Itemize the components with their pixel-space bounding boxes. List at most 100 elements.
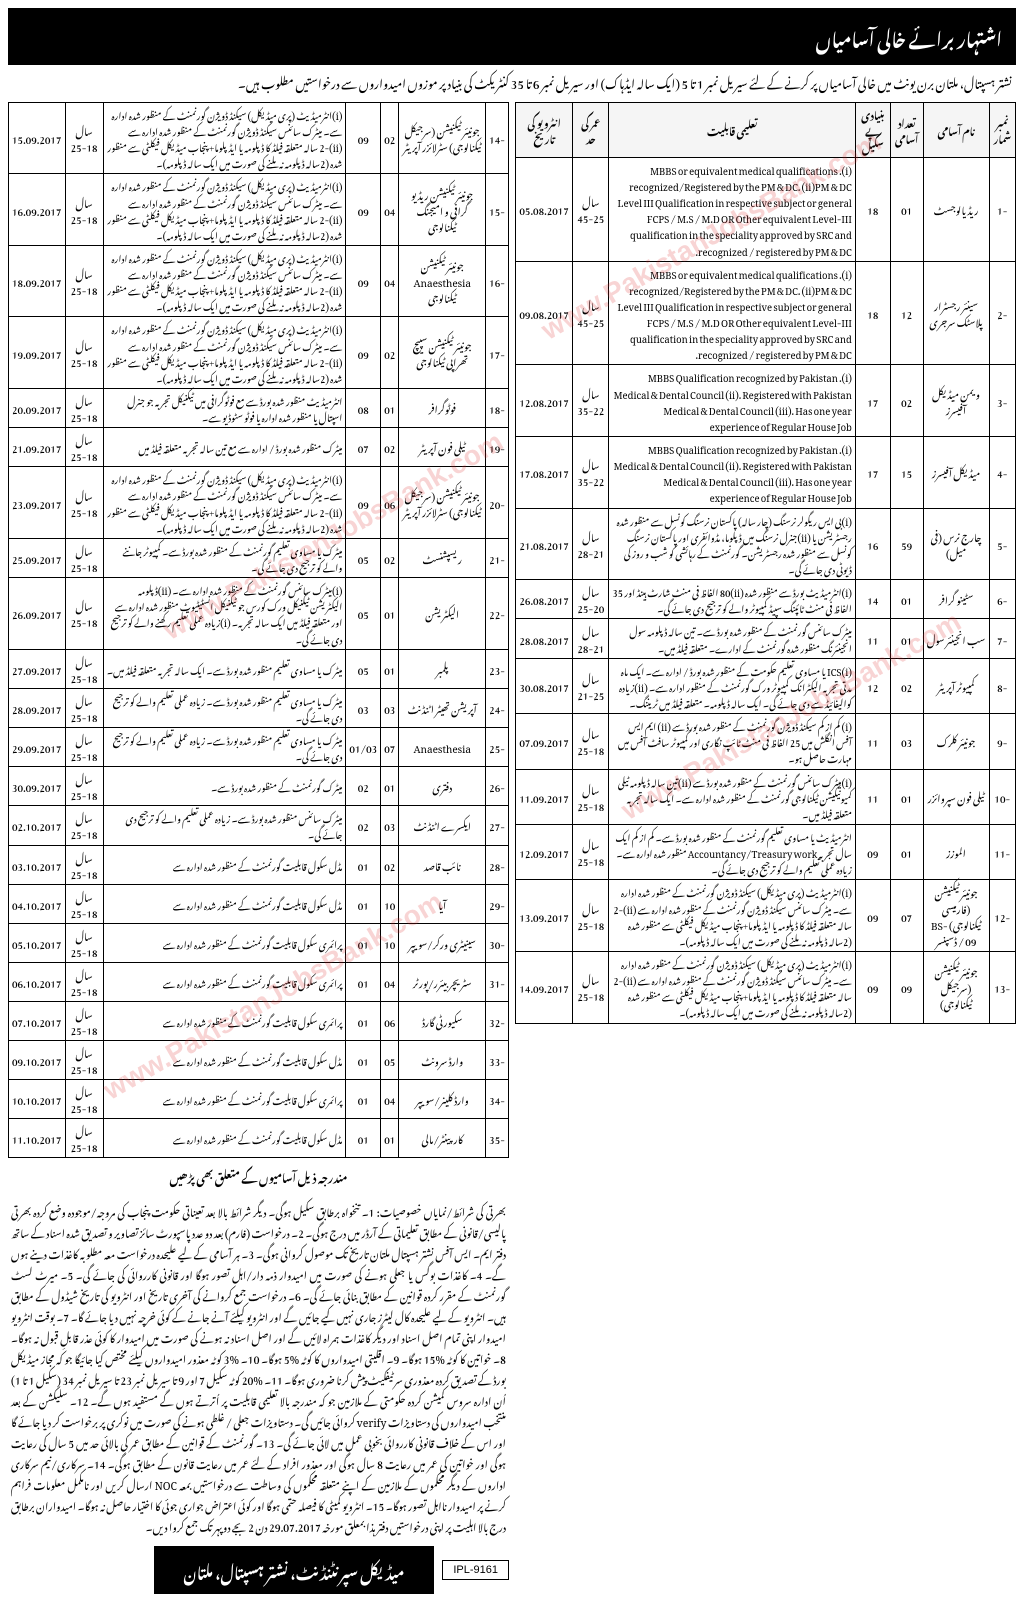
cell-post: جونیئر ٹیکنیشن (سرجیکل ٹیکنالوجی) سٹرلائ… xyxy=(399,467,486,539)
table-row: -22الیکٹریشن0105(i)میٹرک سائنس گورنمنٹ ک… xyxy=(9,578,509,650)
cell-n: 01 xyxy=(381,649,399,688)
cell-n: 01 xyxy=(890,157,923,261)
cell-n: 01 xyxy=(890,825,923,880)
cell-age: سال 18-25 xyxy=(65,845,103,884)
col-date: انٹرویو کی تاریخ xyxy=(516,102,573,157)
cell-post: چارج نرس (فی میل) xyxy=(923,508,989,580)
cell-post: ایکسرے اٹنڈنٹ xyxy=(399,806,486,845)
cell-bps: 12 xyxy=(855,658,890,713)
cell-sr: -26 xyxy=(486,767,509,806)
cell-date: 05.08.2017 xyxy=(516,157,573,261)
cell-age: سال 18-25 xyxy=(65,962,103,1001)
cell-bps: 01/03 xyxy=(346,728,381,767)
cell-age: سال 18-25 xyxy=(65,467,103,539)
cell-qual: (i)ICS یا مساوی تعلیم حکومت کے منظور شدہ… xyxy=(609,658,856,713)
cell-sr: -32 xyxy=(486,1001,509,1040)
cell-bps: 01 xyxy=(346,1040,381,1079)
cell-n: 07 xyxy=(381,728,399,767)
cell-qual: مڈل سکول قابلیت گورنمنٹ کے منظور شدہ ادا… xyxy=(103,1118,346,1157)
cell-age: سال 22-35 xyxy=(573,437,609,509)
cell-age: سال 18-25 xyxy=(573,714,609,769)
cell-date: 17.08.2017 xyxy=(516,437,573,509)
cell-age: سال 18-25 xyxy=(65,923,103,962)
cell-n: 02 xyxy=(381,317,399,389)
cell-date: 07.10.2017 xyxy=(9,1001,66,1040)
cell-n: 04 xyxy=(381,174,399,246)
col-post: نام آسامی xyxy=(923,102,989,157)
cell-age: سال 18-25 xyxy=(573,951,609,1023)
table-row: -4میڈیکل آفیسرز1517(i). MBBS Qualificati… xyxy=(516,437,1016,509)
cell-age: سال 21-28 xyxy=(573,619,609,658)
cell-age: سال 25-21 xyxy=(573,658,609,713)
cell-bps: 01 xyxy=(346,884,381,923)
cell-sr: -29 xyxy=(486,884,509,923)
cell-age: سال 20-25 xyxy=(573,580,609,619)
cell-bps: 18 xyxy=(855,261,890,365)
cell-sr: -13 xyxy=(989,951,1015,1023)
cell-n: 02 xyxy=(381,428,399,467)
cell-bps: 01 xyxy=(346,923,381,962)
cell-age: سال 18-25 xyxy=(573,769,609,824)
cell-n: 07 xyxy=(890,880,923,952)
cell-age: سال 18-25 xyxy=(65,317,103,389)
cell-sr: -7 xyxy=(989,619,1015,658)
cell-qual: میٹرک منظور شدہ بورڈ / ادارہ سے مع تین س… xyxy=(103,428,346,467)
page-title-bar: اشتہار برائے خالی آسامیاں xyxy=(8,8,1016,65)
col-bps: بنیادی پے سکیل xyxy=(855,102,890,157)
cell-bps: 05 xyxy=(346,578,381,650)
cell-post: پلمبر xyxy=(399,649,486,688)
cell-bps: 11 xyxy=(855,769,890,824)
table-row: -18فوٹوگرافر0108انٹرمیڈیٹ منظور شدہ بورڈ… xyxy=(9,389,509,428)
cell-bps: 01 xyxy=(346,962,381,1001)
cell-age: سال 18-25 xyxy=(65,806,103,845)
table-row: -33وارڈ سرونٹ0501مڈل سکول قابلیت گورنمنٹ… xyxy=(9,1040,509,1079)
table-row: -2سینئر رجسٹرار پلاسٹک سرجری1218(i). MBB… xyxy=(516,261,1016,365)
cell-n: 15 xyxy=(890,437,923,509)
table-row: -1ریڈیالوجسٹ0118(i). MBBS or equivalent … xyxy=(516,157,1016,261)
cell-qual: میٹرک گورنمنٹ کے منظور شدہ بورڈ سے۔ xyxy=(103,767,346,806)
cell-date: 21.09.2017 xyxy=(9,428,66,467)
cell-qual: مڈل سکول قابلیت گورنمنٹ کے منظور شدہ ادا… xyxy=(103,1040,346,1079)
cell-n: 04 xyxy=(381,1079,399,1118)
cell-post: وارڈ کلینر/سویپر xyxy=(399,1079,486,1118)
cell-post: سینئر رجسٹرار پلاسٹک سرجری xyxy=(923,261,989,365)
ipl-code: IPL-9161 xyxy=(442,1560,509,1580)
cell-date: 04.10.2017 xyxy=(9,884,66,923)
table-row: -3ویمن میڈیکل آفیسرز0217(i). MBBS Qualif… xyxy=(516,365,1016,437)
cell-sr: -2 xyxy=(989,261,1015,365)
col-sr: نمبر شمار xyxy=(989,102,1015,157)
cell-age: سال 18-25 xyxy=(65,767,103,806)
cell-bps: 02 xyxy=(346,806,381,845)
cell-post: ریسپشنسٹ xyxy=(399,538,486,577)
cell-date: 13.09.2017 xyxy=(516,880,573,952)
table-row: -8کمپیوٹر آپریٹر0212(i)ICS یا مساوی تعلی… xyxy=(516,658,1016,713)
cell-qual: میٹرک سائنس منظور شدہ بورڈ سے۔ زیادہ عمل… xyxy=(103,806,346,845)
cell-qual: (i)بی ایس ریگولر نرسنگ (چار سالہ) پاکستا… xyxy=(609,508,856,580)
cell-qual: میٹرک یا مساوی تعلیم منظور شدہ بورڈ سے۔ … xyxy=(103,649,346,688)
cell-sr: -15 xyxy=(486,174,509,246)
cell-age: سال 18-25 xyxy=(573,825,609,880)
cell-qual: مڈل سکول قابلیت گورنمنٹ کے منظور شدہ ادا… xyxy=(103,845,346,884)
cell-post: سینیٹری ورکر/سویپر xyxy=(399,923,486,962)
cell-date: 30.09.2017 xyxy=(9,767,66,806)
cell-qual: پرائمری سکول قابلیت گورنمنٹ کے منظور شدہ… xyxy=(103,1001,346,1040)
cell-age: سال 18-25 xyxy=(573,880,609,952)
cell-date: 21.08.2017 xyxy=(516,508,573,580)
instructions-text: بھرتی کی شرائط/نمایاں خصوصیات: 1۔ تنخواہ… xyxy=(8,1198,509,1540)
cell-qual: (i). MBBS Qualification recognized by Pa… xyxy=(609,365,856,437)
cell-post: جونیئر ٹیکنیشن (سرجیکل ٹیکنالوجی) سٹرلائ… xyxy=(399,102,486,174)
left-column: -14جونیئر ٹیکنیشن (سرجیکل ٹیکنالوجی) سٹر… xyxy=(8,102,509,1594)
cell-date: 02.10.2017 xyxy=(9,806,66,845)
cell-sr: -1 xyxy=(989,157,1015,261)
table-row: -5چارج نرس (فی میل)5916(i)بی ایس ریگولر … xyxy=(516,508,1016,580)
cell-sr: -4 xyxy=(989,437,1015,509)
cell-sr: -19 xyxy=(486,428,509,467)
cell-post: میڈیکل آفیسرز xyxy=(923,437,989,509)
cell-age: سال 18-25 xyxy=(65,389,103,428)
cell-bps: 09 xyxy=(346,317,381,389)
tables-wrapper: نمبر شمار نام آسامی تعداد آسامی بنیادی پ… xyxy=(8,102,1016,1594)
cell-date: 03.10.2017 xyxy=(9,845,66,884)
cell-date: 27.09.2017 xyxy=(9,649,66,688)
cell-bps: 09 xyxy=(346,245,381,317)
cell-qual: میٹرک یا مساوی تعلیم گورنمنٹ کے منظور شد… xyxy=(103,538,346,577)
